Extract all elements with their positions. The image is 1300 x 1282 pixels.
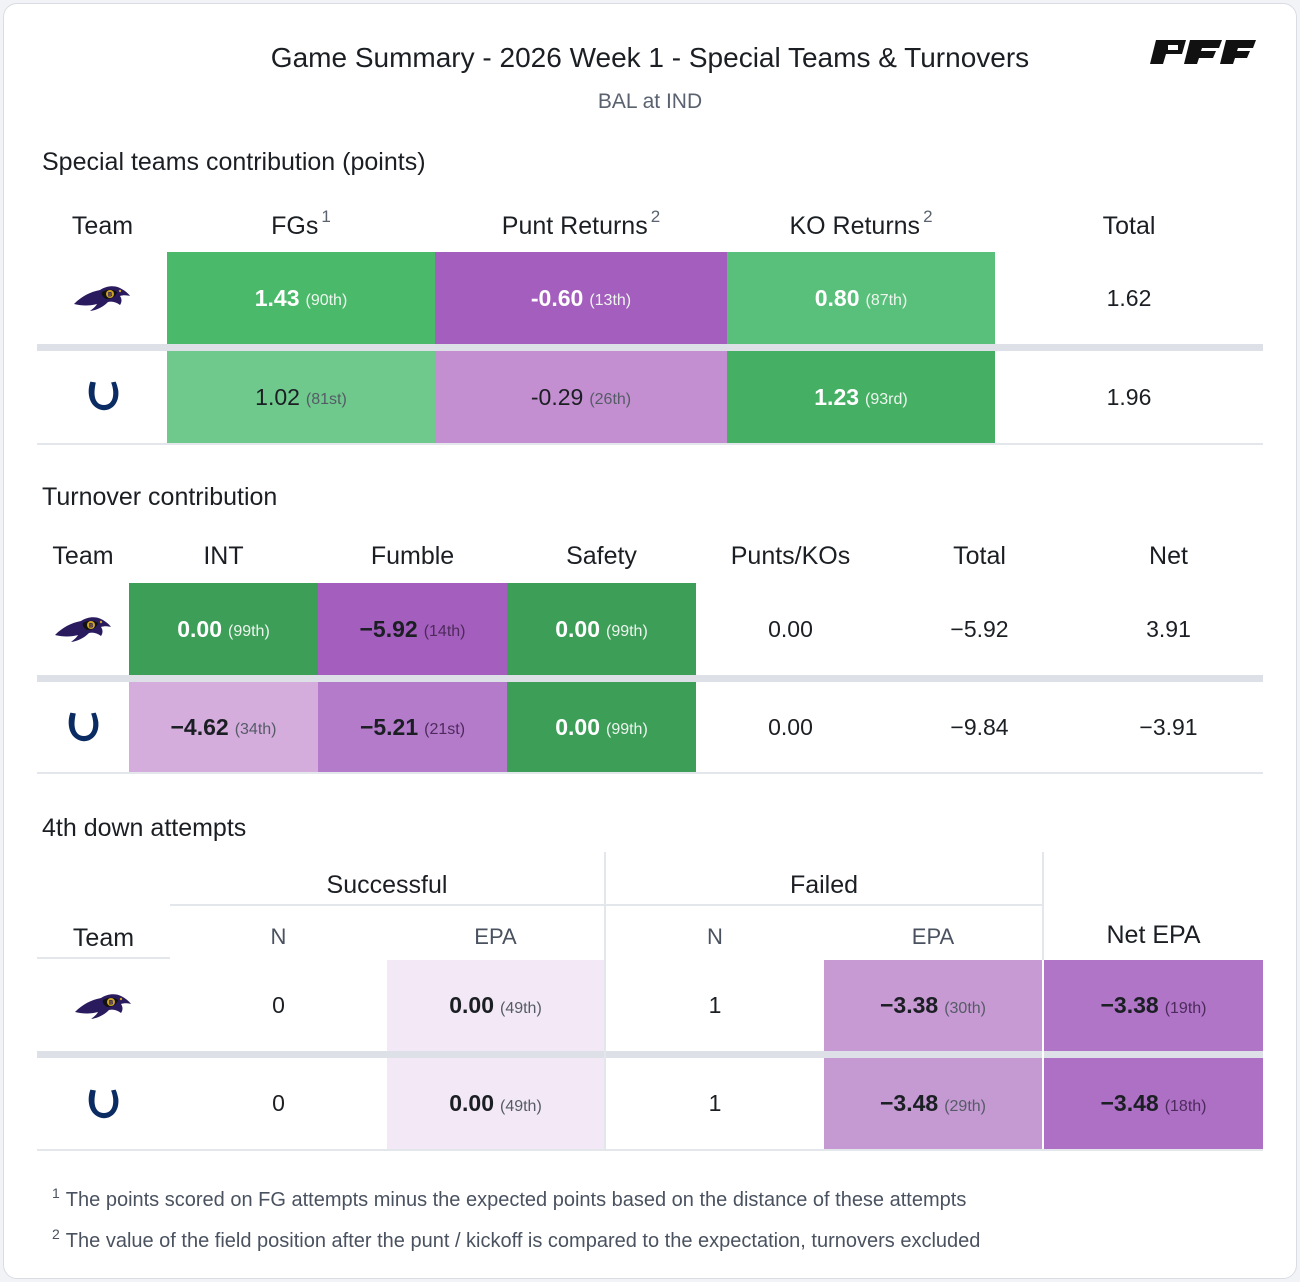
fd-cell: −3.48 (18th) <box>1044 1058 1263 1149</box>
special-teams-title: Special teams contribution (points) <box>42 148 426 176</box>
table-bottom-border <box>37 772 1263 774</box>
fd-header-team: Team <box>72 924 135 952</box>
st-total: 1.96 <box>1106 383 1152 410</box>
fd-cell: −3.48 (29th) <box>824 1058 1042 1149</box>
colts-horseshoe-icon <box>65 709 101 745</box>
colts-horseshoe-icon <box>85 1086 121 1122</box>
fd-cell: −3.38 (30th) <box>824 960 1042 1051</box>
fd-successful-n: 0 <box>272 992 285 1018</box>
fd-cell: 0.00 (49th) <box>387 960 604 1051</box>
row-separator <box>37 1051 1263 1058</box>
st-header-ko-returns: KO Returns 2 <box>789 207 933 240</box>
ravens-logo-icon <box>72 282 132 312</box>
team-header-underline <box>37 957 170 959</box>
fd-successful-n: 0 <box>272 1090 285 1116</box>
fd-header-net-epa: Net EPA <box>1106 921 1201 949</box>
to-cell: −5.92 (14th) <box>318 583 507 675</box>
st-cell: 0.80 (87th) <box>727 252 995 344</box>
to-header-safety: Safety <box>566 542 637 570</box>
pff-logo <box>1150 40 1256 64</box>
to-cell: 0.00 (99th) <box>507 583 696 675</box>
row-separator <box>37 344 1263 351</box>
st-header-fgs: FGs 1 <box>271 207 331 240</box>
st-cell: 1.43 (90th) <box>167 252 435 344</box>
fd-header-failed-n: N <box>707 924 723 949</box>
to-punts-kos: 0.00 <box>768 615 813 642</box>
group-divider <box>1042 960 1044 1149</box>
fd-failed-n: 1 <box>708 1090 722 1116</box>
to-header-fumble: Fumble <box>370 542 455 570</box>
page-title: Game Summary - 2026 Week 1 - Special Tea… <box>270 42 1030 73</box>
footnote-1: 1 The points scored on FG attempts minus … <box>52 1185 967 1211</box>
page-subtitle: BAL at IND <box>597 90 703 113</box>
group-divider <box>1042 852 1044 960</box>
st-header-punt-returns: Punt Returns 2 <box>501 207 661 240</box>
to-header-punts-kos: Punts/KOs <box>730 542 851 570</box>
table-bottom-border <box>37 443 1263 445</box>
to-header-net: Net <box>1149 542 1188 570</box>
fourth-down-title: 4th down attempts <box>42 814 247 842</box>
fd-group-failed: Failed <box>789 871 859 899</box>
fd-header-successful-epa: EPA <box>474 924 517 949</box>
to-cell: 0.00 (99th) <box>507 682 696 772</box>
st-total: 1.62 <box>1106 284 1152 311</box>
st-header-team: Team <box>71 212 134 240</box>
fd-header-successful-n: N <box>270 924 287 949</box>
fd-cell: 0.00 (49th) <box>387 1058 604 1149</box>
fd-failed-n: 1 <box>708 992 722 1018</box>
st-cell: 1.02 (81st) <box>167 351 435 443</box>
turnover-title: Turnover contribution <box>42 483 278 511</box>
st-cell: -0.60 (13th) <box>435 252 727 344</box>
colts-horseshoe-icon <box>85 378 121 414</box>
group-divider <box>604 852 606 960</box>
to-net: 3.91 <box>1146 615 1191 642</box>
to-punts-kos: 0.00 <box>768 713 813 740</box>
group-underline <box>170 904 1042 906</box>
to-net: −3.91 <box>1139 713 1198 740</box>
to-header-total: Total <box>953 542 1006 570</box>
table-bottom-border <box>37 1149 1263 1151</box>
fd-group-successful: Successful <box>326 871 448 899</box>
group-divider <box>604 960 606 1149</box>
fd-header-failed-epa: EPA <box>911 924 955 949</box>
to-header-int: INT <box>203 542 244 570</box>
st-cell: -0.29 (26th) <box>435 351 727 443</box>
st-cell: 1.23 (93rd) <box>727 351 995 443</box>
ravens-logo-icon <box>53 613 113 643</box>
to-cell: 0.00 (99th) <box>129 583 318 675</box>
to-header-team: Team <box>52 542 114 570</box>
to-cell: −5.21 (21st) <box>318 682 507 772</box>
st-header-total: Total <box>1102 212 1156 240</box>
fd-cell: −3.38 (19th) <box>1044 960 1263 1051</box>
to-total: −5.92 <box>950 615 1009 642</box>
footnote-2: 2 The value of the field position after t… <box>52 1226 981 1252</box>
to-cell: −4.62 (34th) <box>129 682 318 772</box>
ravens-logo-icon <box>73 990 133 1020</box>
to-total: −9.84 <box>950 713 1009 740</box>
row-separator <box>37 675 1263 682</box>
